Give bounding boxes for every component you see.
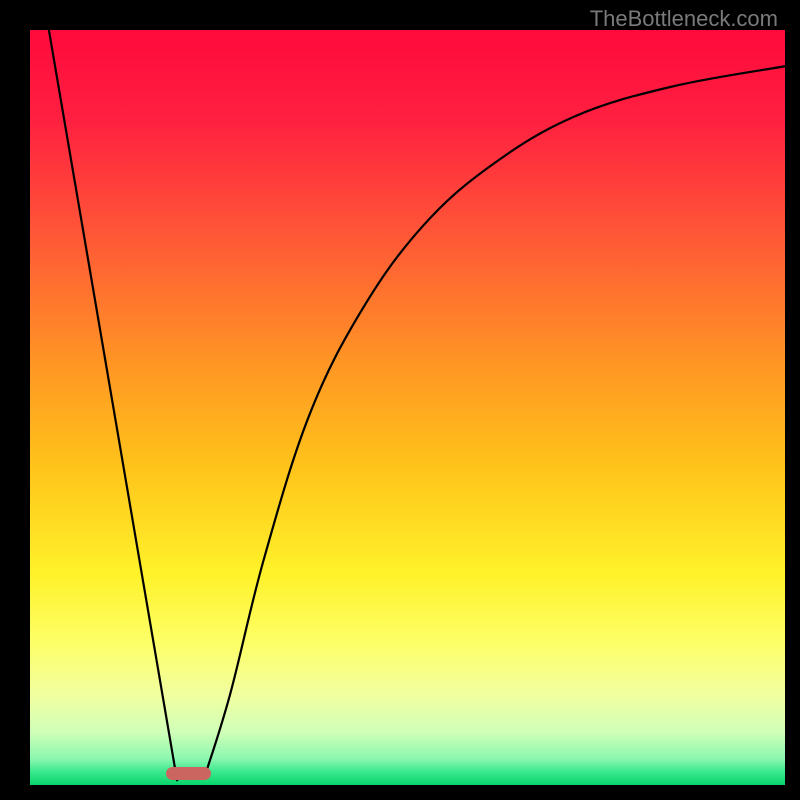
curve-overlay — [30, 30, 785, 785]
chart-container: TheBottleneck.com — [0, 0, 800, 800]
watermark-text: TheBottleneck.com — [590, 6, 778, 32]
valley-marker — [166, 767, 211, 781]
plot-area — [30, 30, 785, 785]
left-line — [49, 30, 177, 781]
right-curve — [204, 66, 785, 779]
